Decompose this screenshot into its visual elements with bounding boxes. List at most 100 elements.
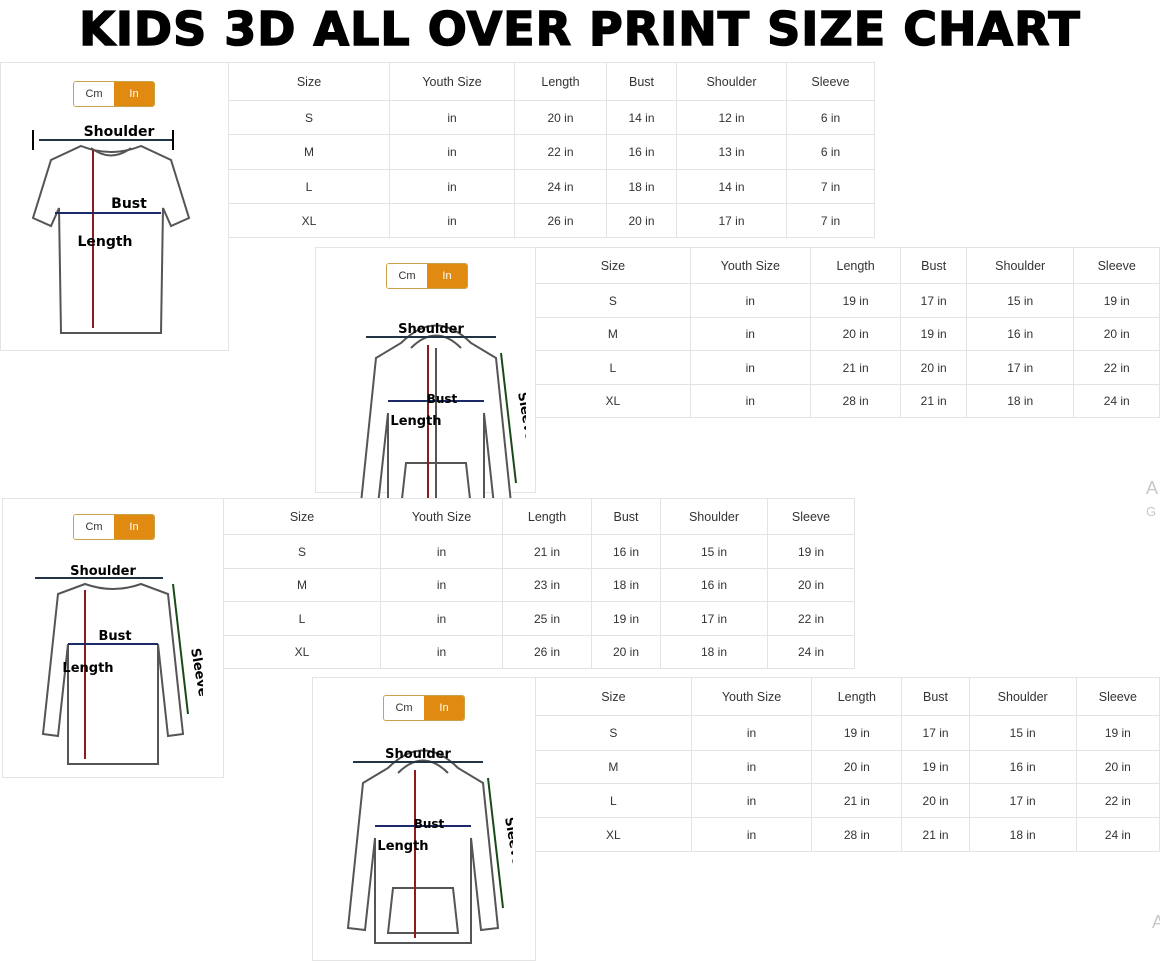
table-header-row: Size Youth Size Length Bust Shoulder Sleeve bbox=[223, 498, 855, 535]
table-cell: XL bbox=[535, 384, 691, 418]
table-cell: 20 in bbox=[809, 317, 902, 351]
table-cell: XL bbox=[223, 635, 381, 669]
column-header: Shoulder bbox=[676, 62, 787, 101]
column-header: Youth Size bbox=[389, 62, 515, 101]
table-cell: 22 in bbox=[1073, 350, 1160, 385]
table-cell: 18 in bbox=[591, 568, 661, 602]
table-cell: L bbox=[223, 601, 381, 636]
table-cell: 19 in bbox=[767, 534, 855, 569]
table-cell: 26 in bbox=[514, 203, 607, 238]
column-header: Length bbox=[514, 62, 607, 101]
garment-panel-t-shirt: Cm In Shoulder Bust Length bbox=[0, 62, 229, 351]
table-cell: in bbox=[689, 350, 811, 385]
column-header: Sleeve bbox=[767, 498, 855, 535]
garment-panel-zip-hoodie: Cm In Shoulder Bust Length Sleeve bbox=[315, 247, 537, 519]
unit-toggle[interactable]: Cm In bbox=[73, 81, 155, 107]
table-cell: 20 in bbox=[606, 203, 677, 238]
table-cell: 21 in bbox=[901, 817, 970, 852]
bust-label: Bust bbox=[414, 817, 445, 831]
column-header: Shoulder bbox=[965, 247, 1075, 284]
table-cell: 6 in bbox=[786, 100, 875, 135]
table-cell: in bbox=[690, 750, 813, 784]
unit-in-button[interactable]: In bbox=[424, 696, 464, 720]
table-cell: M bbox=[228, 134, 390, 170]
table-cell: in bbox=[689, 384, 811, 418]
unit-toggle[interactable]: Cm In bbox=[386, 263, 468, 289]
table-cell: 17 in bbox=[676, 203, 787, 238]
table-cell: 22 in bbox=[514, 134, 607, 170]
table-cell: M bbox=[535, 750, 692, 784]
table-cell: 17 in bbox=[968, 783, 1077, 818]
column-header: Length bbox=[811, 677, 903, 716]
table-cell: in bbox=[380, 568, 503, 602]
table-cell: S bbox=[228, 100, 390, 135]
unit-cm-button[interactable]: Cm bbox=[74, 515, 114, 539]
table-cell: 14 in bbox=[606, 100, 677, 135]
table-cell: 22 in bbox=[1075, 783, 1160, 818]
unit-cm-button[interactable]: Cm bbox=[384, 696, 424, 720]
table-cell: 18 in bbox=[968, 817, 1077, 852]
table-cell: in bbox=[380, 635, 503, 669]
table-header-row: Size Youth Size Length Bust Shoulder Sleeve bbox=[535, 677, 1160, 716]
column-header: Shoulder bbox=[660, 498, 768, 535]
table-cell: 16 in bbox=[965, 317, 1075, 351]
table-header-row: Size Youth Size Length Bust Shoulder Sleeve bbox=[535, 247, 1160, 284]
table-cell: 7 in bbox=[786, 169, 875, 204]
table-cell: in bbox=[389, 100, 515, 135]
unit-toggle[interactable]: Cm In bbox=[73, 514, 155, 540]
table-cell: L bbox=[535, 783, 692, 818]
table-cell: 21 in bbox=[811, 783, 903, 818]
column-header: Size bbox=[228, 62, 390, 101]
column-header: Size bbox=[223, 498, 381, 535]
unit-cm-button[interactable]: Cm bbox=[74, 82, 114, 106]
table-cell: 16 in bbox=[968, 750, 1077, 784]
table-cell: 20 in bbox=[1073, 317, 1160, 351]
table-cell: in bbox=[389, 203, 515, 238]
unit-in-button[interactable]: In bbox=[427, 264, 467, 288]
pullover-hoodie-diagram: Shoulder Bust Length Sleeve bbox=[333, 738, 524, 958]
table-cell: 12 in bbox=[676, 100, 787, 135]
shoulder-label: Shoulder bbox=[398, 322, 464, 337]
table-row: XL in 26 in 20 in 18 in 24 in bbox=[223, 635, 855, 669]
table-cell: 19 in bbox=[591, 601, 661, 636]
table-cell: 19 in bbox=[811, 715, 903, 751]
garment-panel-long-sleeve-shirt: Cm In Shoulder Bust Length Sleeve bbox=[2, 498, 224, 778]
table-cell: 25 in bbox=[502, 601, 592, 636]
table-row: XL in 26 in 20 in 17 in 7 in bbox=[228, 203, 875, 238]
table-cell: 20 in bbox=[514, 100, 607, 135]
column-header: Youth Size bbox=[690, 677, 813, 716]
table-cell: 7 in bbox=[786, 203, 875, 238]
table-cell: 22 in bbox=[767, 601, 855, 636]
table-cell: 16 in bbox=[606, 134, 677, 170]
column-header: Length bbox=[502, 498, 592, 535]
table-cell: S bbox=[535, 283, 691, 318]
column-header: Sleeve bbox=[1073, 247, 1160, 284]
watermark-fragment: G bbox=[1146, 504, 1157, 519]
unit-in-button[interactable]: In bbox=[114, 82, 154, 106]
unit-toggle[interactable]: Cm In bbox=[383, 695, 465, 721]
table-cell: in bbox=[380, 534, 503, 569]
length-label: Length bbox=[62, 661, 113, 676]
bust-label: Bust bbox=[98, 629, 131, 644]
table-row: XL in 28 in 21 in 18 in 24 in bbox=[535, 817, 1160, 852]
unit-in-button[interactable]: In bbox=[114, 515, 154, 539]
column-header: Sleeve bbox=[1075, 677, 1160, 716]
column-header: Bust bbox=[591, 498, 661, 535]
table-cell: 17 in bbox=[965, 350, 1075, 385]
table-cell: 17 in bbox=[901, 715, 970, 751]
table-cell: 13 in bbox=[676, 134, 787, 170]
column-header: Shoulder bbox=[968, 677, 1077, 716]
table-cell: M bbox=[223, 568, 381, 602]
unit-cm-button[interactable]: Cm bbox=[387, 264, 427, 288]
table-cell: 28 in bbox=[809, 384, 902, 418]
long-sleeve-shirt-diagram: Shoulder Bust Length Sleeve bbox=[23, 564, 210, 779]
